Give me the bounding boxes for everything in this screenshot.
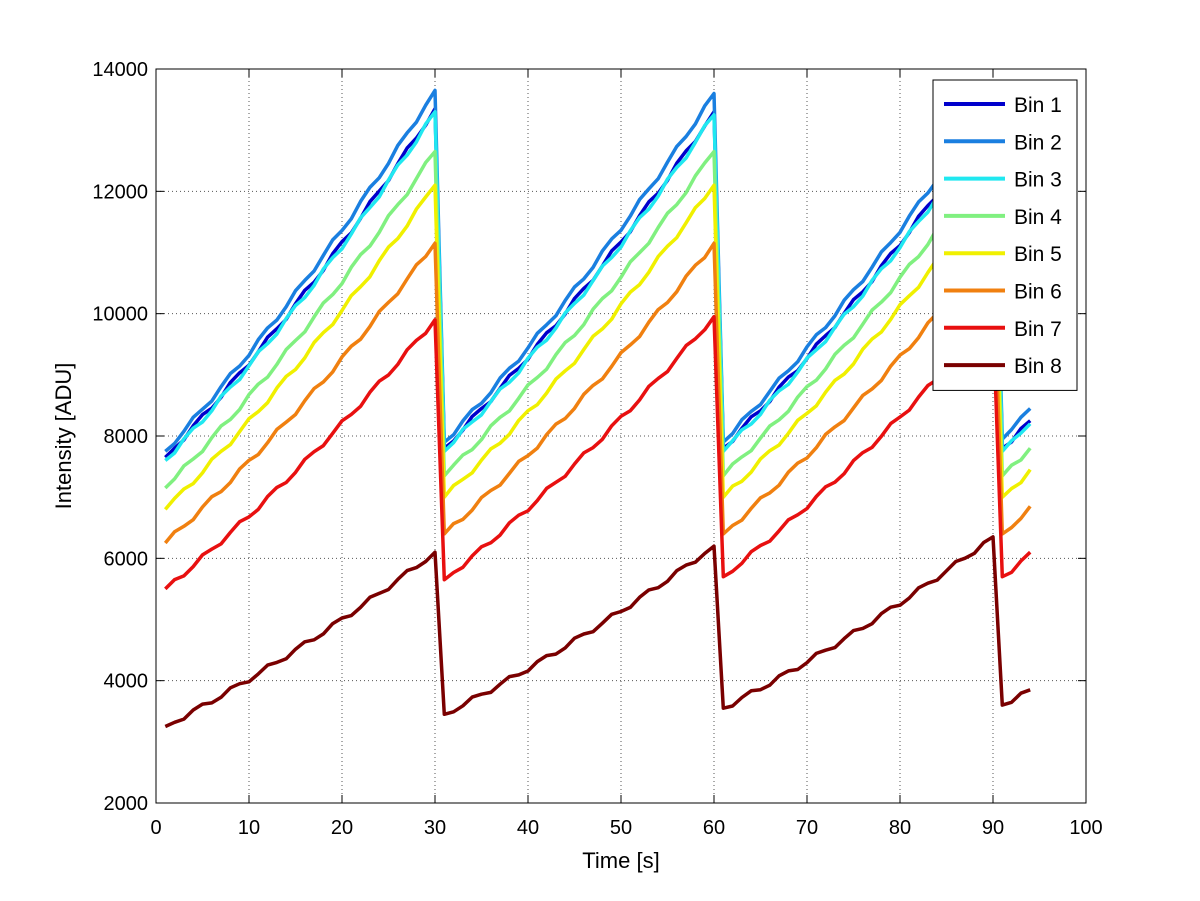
series-line-bin-4 xyxy=(164,149,1032,490)
series-line-bin-8 xyxy=(164,535,1031,729)
series-line-bin-3 xyxy=(164,110,1032,462)
y-tick-label: 6000 xyxy=(104,548,149,570)
x-tick-label: 100 xyxy=(1069,817,1102,839)
x-tick-label: 90 xyxy=(982,817,1004,839)
x-tick-label: 20 xyxy=(331,817,353,839)
x-axis-label: Time [s] xyxy=(582,848,659,873)
legend-box xyxy=(932,79,1078,391)
legend-label: Bin 5 xyxy=(1014,243,1062,266)
y-tick-label: 14000 xyxy=(92,59,148,81)
legend-label: Bin 2 xyxy=(1014,131,1062,154)
legend-label: Bin 7 xyxy=(1014,318,1062,341)
y-tick-label: 10000 xyxy=(92,304,148,326)
y-tick-label: 12000 xyxy=(92,181,148,203)
series-line-bin-7 xyxy=(164,314,1032,591)
y-tick-label: 8000 xyxy=(104,426,149,448)
x-tick-label: 30 xyxy=(424,817,446,839)
x-tick-label: 80 xyxy=(889,817,911,839)
ticks: 0 10 20 30 40 50 60 70 80 90 100 2000 4000 6000 8000 10… xyxy=(92,59,1102,839)
legend-label: Bin 8 xyxy=(1014,355,1062,378)
series-line-bin-6 xyxy=(163,241,1032,545)
legend: Bin 1 Bin 2 Bin 3 Bin 4 Bin 5 Bin 6 Bin 7 Bin 8 xyxy=(932,79,1078,391)
grid xyxy=(156,69,1086,803)
series-line-bin-2 xyxy=(164,88,1032,453)
legend-label: Bin 4 xyxy=(1014,206,1062,229)
y-axis-label: Intensity [ADU] xyxy=(51,363,76,510)
y-tick-label: 4000 xyxy=(104,671,149,693)
x-tick-label: 10 xyxy=(238,817,260,839)
series-lines xyxy=(163,88,1032,729)
legend-label: Bin 1 xyxy=(1014,94,1062,117)
x-tick-label: 0 xyxy=(150,817,161,839)
y-tick-label: 2000 xyxy=(104,793,149,815)
x-tick-label: 60 xyxy=(703,817,725,839)
x-tick-label: 50 xyxy=(610,817,632,839)
legend-label: Bin 3 xyxy=(1014,169,1062,192)
legend-label: Bin 6 xyxy=(1014,281,1062,304)
x-tick-label: 40 xyxy=(517,817,539,839)
series-line-bin-5 xyxy=(163,183,1032,511)
x-tick-label: 70 xyxy=(796,817,818,839)
